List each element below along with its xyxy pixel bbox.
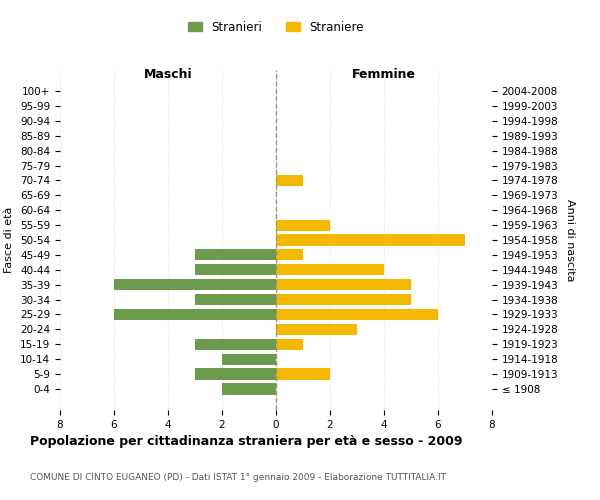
Text: COMUNE DI CINTO EUGANEO (PD) - Dati ISTAT 1° gennaio 2009 - Elaborazione TUTTITA: COMUNE DI CINTO EUGANEO (PD) - Dati ISTA… [30, 473, 446, 482]
Bar [276, 264, 384, 276]
Bar [276, 279, 411, 290]
Bar [276, 294, 411, 305]
Bar [195, 250, 276, 260]
Bar [114, 309, 276, 320]
Bar [276, 234, 465, 246]
Text: Maschi: Maschi [143, 68, 193, 80]
Bar [276, 368, 330, 380]
Y-axis label: Fasce di età: Fasce di età [4, 207, 14, 273]
Bar [276, 324, 357, 335]
Text: Popolazione per cittadinanza straniera per età e sesso - 2009: Popolazione per cittadinanza straniera p… [30, 435, 463, 448]
Bar [276, 250, 303, 260]
Legend: Stranieri, Straniere: Stranieri, Straniere [183, 16, 369, 38]
Bar [276, 309, 438, 320]
Bar [276, 220, 330, 230]
Bar [114, 279, 276, 290]
Bar [222, 384, 276, 394]
Bar [276, 175, 303, 186]
Bar [276, 338, 303, 350]
Bar [222, 354, 276, 365]
Bar [195, 294, 276, 305]
Text: Femmine: Femmine [352, 68, 416, 80]
Y-axis label: Anni di nascita: Anni di nascita [565, 198, 575, 281]
Bar [195, 264, 276, 276]
Bar [195, 368, 276, 380]
Bar [195, 338, 276, 350]
